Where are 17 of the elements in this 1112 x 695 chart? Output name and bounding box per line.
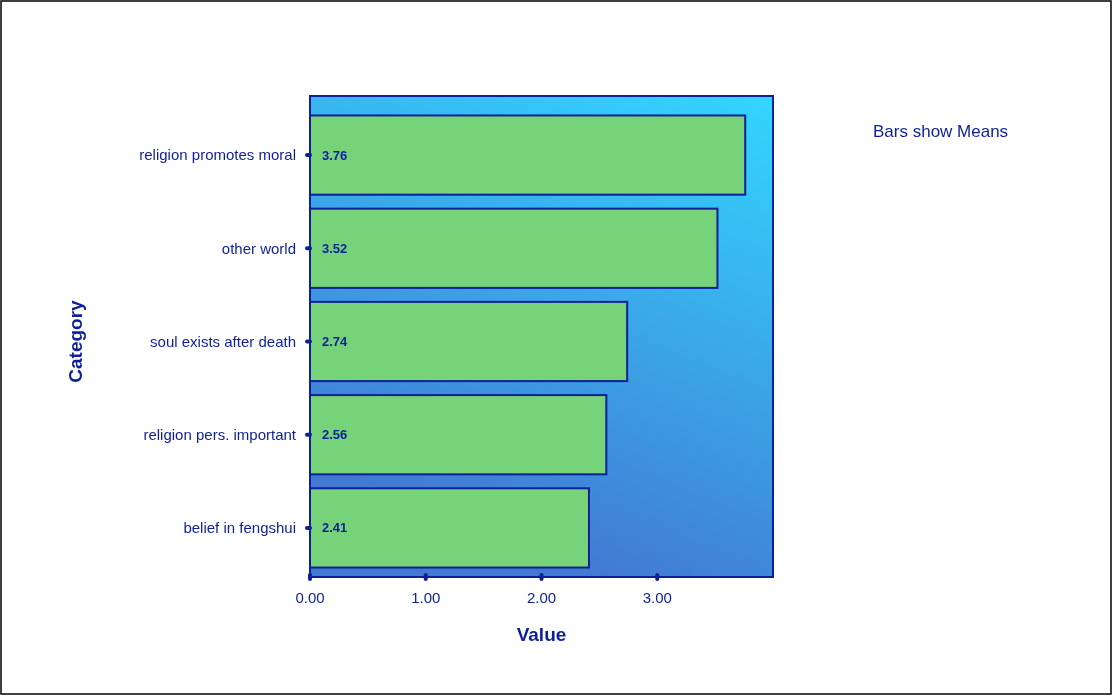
y-tick-label: religion pers. important	[143, 425, 297, 443]
x-tick-label: 0.00	[295, 589, 325, 606]
x-tick-label: 2.00	[526, 589, 557, 606]
data-label: 3.76	[322, 147, 348, 163]
y-axis-title: Category	[65, 299, 86, 383]
text: Bars show Means	[873, 122, 1009, 141]
data-label: 2.41	[322, 520, 348, 536]
y-tick-label: soul exists after death	[150, 332, 296, 350]
data-label: 2.56	[322, 427, 348, 443]
data-label: 2.74	[322, 334, 349, 350]
y-tick-label: religion promotes moral	[139, 146, 296, 164]
y-tick-label: other world	[221, 239, 296, 257]
x-tick-label: 3.00	[642, 589, 672, 606]
x-tick-label: 1.00	[411, 589, 441, 606]
x-axis-title: Value	[516, 624, 567, 645]
y-tick-label: belief in fengshui	[183, 519, 296, 537]
data-label: 3.52	[322, 240, 348, 256]
